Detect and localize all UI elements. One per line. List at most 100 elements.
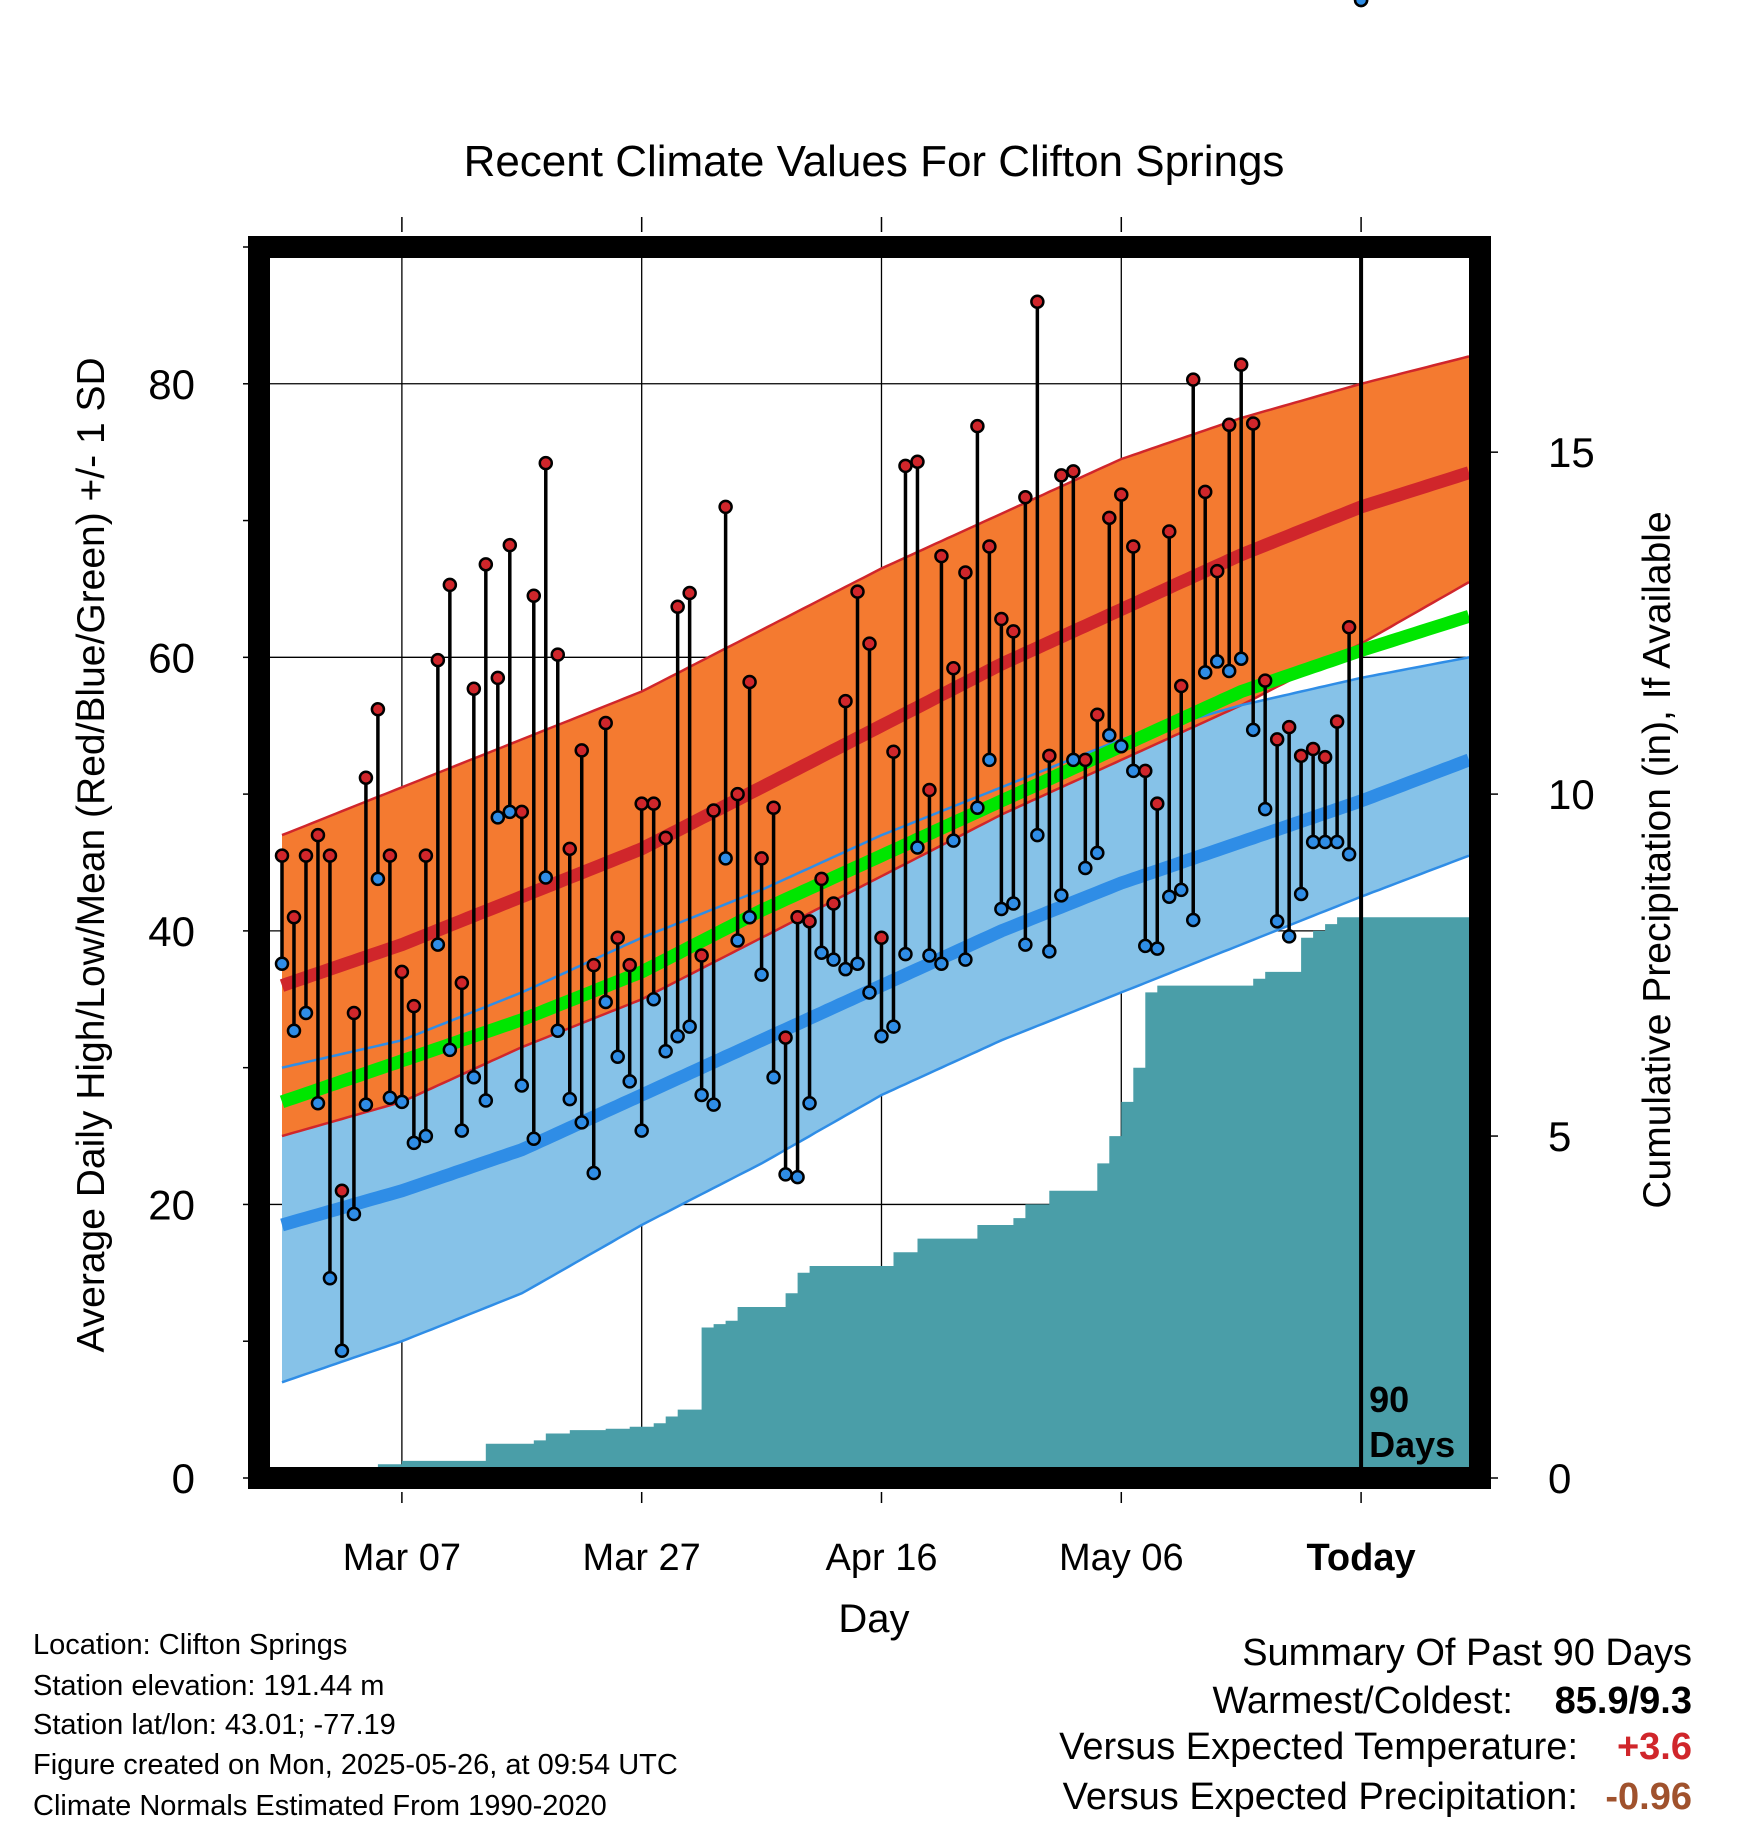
observed-low-point bbox=[1114, 738, 1129, 754]
location-text: Location: Clifton Springs bbox=[33, 1629, 348, 1661]
observed-low-point bbox=[1006, 896, 1021, 911]
observed-high-point bbox=[1066, 464, 1081, 479]
observed-high-point bbox=[1054, 468, 1069, 483]
observed-low-point bbox=[1162, 889, 1177, 904]
normal-low-lower-edge bbox=[281, 854, 1470, 1384]
observed-low-point bbox=[1078, 860, 1093, 876]
observed-high-point bbox=[466, 681, 482, 697]
observed-low-point bbox=[994, 901, 1009, 917]
observed-low-point bbox=[1102, 728, 1117, 743]
observed-high-point bbox=[814, 871, 829, 887]
observed-high-point bbox=[430, 652, 446, 668]
observed-low-point bbox=[682, 1019, 697, 1034]
observed-high-point bbox=[886, 744, 901, 759]
observed-low-point bbox=[766, 1069, 781, 1085]
x-axis-label: Day bbox=[838, 1597, 909, 1641]
precip-anomaly-value: -0.96 bbox=[1605, 1776, 1692, 1818]
observed-high-point bbox=[646, 796, 661, 811]
observed-high-point bbox=[922, 782, 937, 798]
observed-low-point bbox=[934, 956, 949, 971]
cumulative-precip-area bbox=[281, 917, 1480, 1478]
observed-low-point bbox=[922, 948, 937, 963]
normal-high-band bbox=[282, 356, 1469, 1137]
observed-high-point bbox=[958, 565, 973, 580]
normal-high-lower-edge bbox=[281, 581, 1470, 1138]
observed-low-point bbox=[862, 985, 877, 1000]
observed-high-point bbox=[742, 674, 757, 690]
observed-low-point bbox=[442, 1042, 458, 1058]
observed-high-point bbox=[1173, 678, 1189, 694]
observed-high-point bbox=[1341, 619, 1357, 635]
temp-anomaly-label: Versus Expected Temperature: bbox=[1059, 1726, 1578, 1768]
y-tick-label-right: 5 bbox=[1548, 1113, 1571, 1160]
observed-low-point bbox=[1341, 847, 1357, 862]
today-marker-label: 90 bbox=[1369, 1379, 1409, 1420]
observed-high-point bbox=[586, 957, 601, 973]
observed-high-point bbox=[1150, 796, 1165, 811]
observed-high-point bbox=[850, 584, 865, 599]
observed-high-point bbox=[1257, 673, 1273, 688]
observed-low-point bbox=[946, 833, 961, 848]
observed-high-point bbox=[1102, 510, 1117, 526]
precip-anomaly-label: Versus Expected Precipitation: bbox=[1062, 1776, 1578, 1818]
observed-low-point bbox=[1233, 651, 1249, 666]
observed-high-point bbox=[502, 537, 518, 553]
observed-high-point bbox=[562, 841, 577, 857]
observed-high-point bbox=[1018, 490, 1033, 505]
observed-low-point bbox=[802, 1095, 817, 1111]
observed-high-point bbox=[574, 743, 589, 758]
observed-low-point bbox=[622, 1074, 637, 1089]
observed-low-point bbox=[1090, 845, 1105, 861]
observed-low-point bbox=[574, 1115, 589, 1130]
observed-low-point bbox=[1150, 941, 1165, 956]
observed-low-point bbox=[454, 1123, 470, 1138]
observed-low-point bbox=[634, 1123, 649, 1138]
x-tick-label: Apr 16 bbox=[826, 1537, 938, 1579]
observed-high-point bbox=[334, 1183, 350, 1199]
observed-low-point bbox=[310, 1095, 326, 1111]
observed-low-point bbox=[550, 1023, 566, 1038]
observed-high-point bbox=[1269, 732, 1285, 747]
observed-low-point bbox=[1293, 886, 1309, 902]
observed-high-point bbox=[658, 830, 673, 846]
observed-high-point bbox=[322, 848, 338, 863]
observed-low-point bbox=[1126, 763, 1141, 779]
observed-high-point bbox=[898, 458, 913, 474]
observed-low-point bbox=[1269, 914, 1285, 929]
warmest-coldest-label: Warmest/Coldest: bbox=[1212, 1680, 1513, 1722]
observed-low-point bbox=[694, 1087, 709, 1103]
observed-low-point bbox=[286, 1023, 302, 1038]
observed-high-point bbox=[382, 848, 398, 863]
observed-high-point bbox=[874, 930, 889, 945]
observed-high-point bbox=[1197, 484, 1213, 500]
observed-low-point bbox=[610, 1049, 625, 1064]
observed-high-point bbox=[1209, 563, 1225, 579]
observed-high-point bbox=[1317, 749, 1333, 765]
observed-low-point bbox=[910, 840, 925, 855]
observed-high-point bbox=[862, 636, 877, 651]
observed-high-point bbox=[946, 661, 961, 676]
y-axis-label-left: Average Daily High/Low/Mean (Red/Blue/Gr… bbox=[70, 357, 113, 1352]
observed-high-point bbox=[1245, 416, 1261, 431]
temp-anomaly-value: +3.6 bbox=[1616, 1726, 1692, 1768]
y-axis-label-right: Cumulative Precipitation (in), If Availa… bbox=[1636, 511, 1679, 1208]
latlon-text: Station lat/lon: 43.01; -77.19 bbox=[33, 1709, 396, 1741]
observed-low-point bbox=[502, 804, 518, 820]
elevation-text: Station elevation: 191.44 m bbox=[33, 1670, 385, 1702]
observed-high-point bbox=[418, 848, 434, 863]
observed-low-point bbox=[466, 1069, 482, 1085]
observed-low-point bbox=[778, 1167, 793, 1182]
observed-high-point bbox=[454, 975, 470, 991]
observed-high-point bbox=[694, 948, 709, 963]
observed-low-point bbox=[718, 851, 733, 866]
y-tick-label-left: 40 bbox=[148, 908, 195, 955]
observed-high-point bbox=[1162, 524, 1177, 539]
observed-high-point bbox=[1185, 372, 1201, 387]
observed-low-point bbox=[1245, 722, 1261, 738]
observed-high-point bbox=[790, 909, 805, 925]
observed-high-point bbox=[670, 599, 685, 614]
observed-high-point bbox=[298, 848, 314, 863]
x-tick-label: Mar 27 bbox=[583, 1537, 701, 1579]
observed-high-point bbox=[634, 796, 649, 811]
